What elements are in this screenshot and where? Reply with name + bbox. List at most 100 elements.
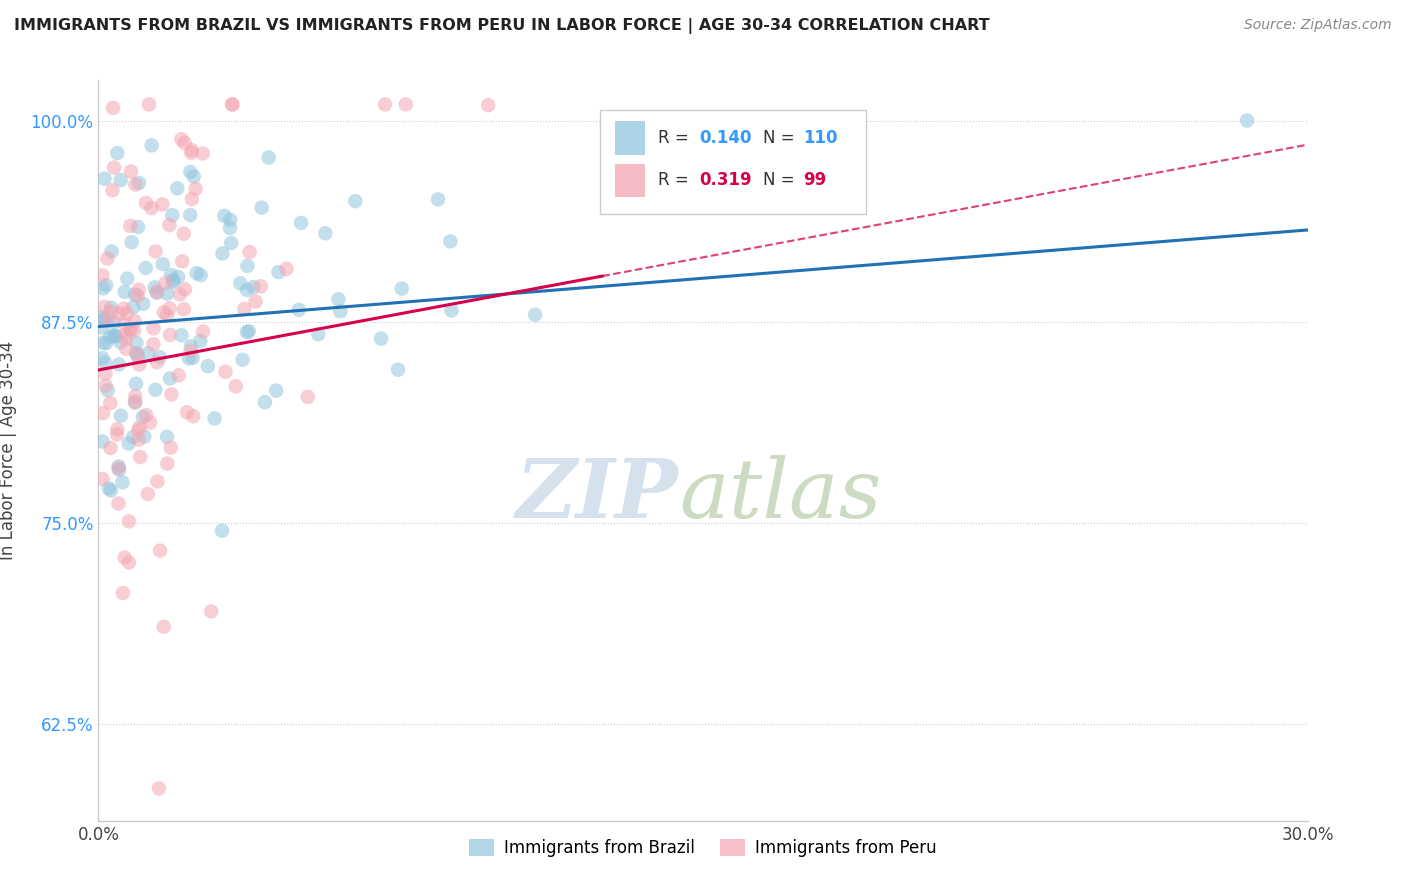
Point: [114, 550, 136, 565]
Point: [152, 257, 174, 271]
Point: [120, 219, 142, 233]
Point: [97, 313, 120, 327]
Point: [91, 351, 114, 365]
Point: [142, 337, 165, 351]
Point: [204, 411, 226, 425]
Point: [219, 212, 242, 227]
Point: [127, 220, 149, 235]
Point: [135, 260, 157, 275]
Point: [136, 487, 159, 501]
Point: [160, 268, 183, 282]
Point: [108, 358, 131, 372]
Point: [236, 283, 259, 297]
Point: [91, 335, 114, 350]
Point: [100, 301, 122, 315]
Point: [156, 457, 179, 471]
Point: [104, 329, 127, 343]
Point: [162, 275, 184, 289]
Point: [173, 136, 195, 150]
Point: [100, 304, 122, 318]
Point: [153, 305, 176, 319]
Point: [103, 161, 125, 175]
Point: [156, 309, 179, 323]
Point: [197, 359, 219, 373]
Point: [118, 514, 141, 528]
Point: [96, 278, 118, 293]
Point: [170, 328, 193, 343]
Point: [145, 285, 167, 299]
Point: [91, 313, 114, 327]
Point: [115, 342, 138, 356]
Point: [141, 201, 163, 215]
Point: [267, 265, 290, 279]
Point: [177, 351, 200, 366]
Point: [107, 459, 129, 474]
Point: [225, 379, 247, 393]
Point: [253, 395, 276, 409]
Point: [125, 376, 148, 391]
Point: [152, 620, 174, 634]
Point: [221, 97, 243, 112]
Point: [118, 556, 141, 570]
Point: [242, 280, 264, 294]
Text: 99: 99: [803, 171, 827, 189]
Point: [288, 302, 311, 317]
Point: [214, 365, 236, 379]
Text: 0.319: 0.319: [699, 171, 752, 189]
Text: R =: R =: [658, 129, 695, 147]
Point: [97, 481, 120, 495]
Text: Source: ZipAtlas.com: Source: ZipAtlas.com: [1244, 18, 1392, 32]
Point: [233, 301, 256, 316]
Legend: Immigrants from Brazil, Immigrants from Peru: Immigrants from Brazil, Immigrants from …: [463, 832, 943, 864]
Text: N =: N =: [763, 129, 800, 147]
Bar: [614, 163, 645, 197]
Point: [98, 330, 121, 344]
Point: [111, 586, 134, 600]
Point: [180, 145, 202, 160]
Point: [94, 367, 117, 381]
Point: [141, 138, 163, 153]
Point: [91, 268, 114, 283]
Point: [162, 273, 184, 287]
Text: IMMIGRANTS FROM BRAZIL VS IMMIGRANTS FROM PERU IN LABOR FORCE | AGE 30-34 CORREL: IMMIGRANTS FROM BRAZIL VS IMMIGRANTS FRO…: [14, 18, 990, 34]
Point: [236, 325, 259, 339]
Point: [105, 422, 128, 436]
Point: [103, 315, 125, 329]
Point: [146, 285, 169, 300]
Point: [232, 352, 254, 367]
Point: [124, 314, 146, 328]
Text: N =: N =: [763, 171, 800, 189]
Point: [221, 97, 243, 112]
Point: [257, 151, 280, 165]
Point: [176, 405, 198, 419]
Point: [96, 336, 118, 351]
Point: [387, 362, 409, 376]
Point: [250, 201, 273, 215]
Point: [1236, 113, 1258, 128]
Point: [122, 300, 145, 314]
Point: [107, 461, 129, 475]
Point: [439, 235, 461, 249]
Point: [159, 441, 181, 455]
Point: [110, 334, 132, 349]
Point: [172, 254, 194, 268]
Point: [159, 327, 181, 342]
Point: [127, 289, 149, 303]
Point: [124, 396, 146, 410]
Point: [155, 276, 177, 290]
Point: [108, 307, 131, 321]
Point: [110, 173, 132, 187]
Point: [94, 355, 117, 369]
Point: [344, 194, 367, 209]
Point: [121, 235, 143, 250]
Point: [107, 497, 129, 511]
Point: [108, 463, 131, 477]
Point: [132, 409, 155, 424]
Point: [160, 387, 183, 401]
Point: [149, 351, 172, 365]
Point: [477, 98, 499, 112]
Point: [180, 343, 202, 358]
Point: [370, 332, 392, 346]
Point: [97, 384, 120, 398]
Point: [173, 227, 195, 241]
